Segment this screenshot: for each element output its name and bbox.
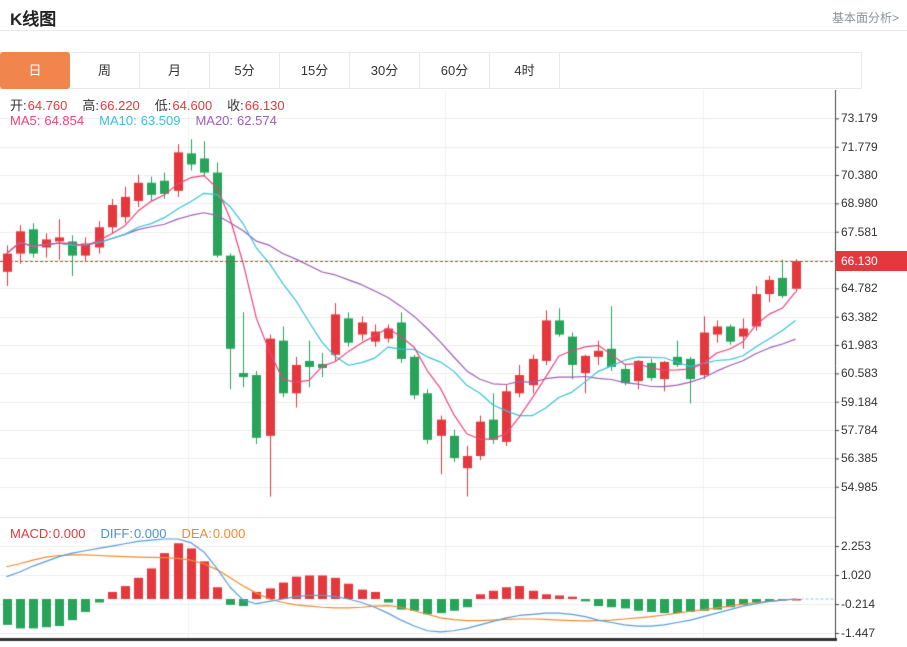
page-title: K线图 xyxy=(10,10,57,29)
tab-15min[interactable]: 15分 xyxy=(280,53,350,88)
tab-60min[interactable]: 60分 xyxy=(420,53,490,88)
tab-day[interactable]: 日 xyxy=(0,52,70,89)
kline-chart: 开:64.760 高:66.220 低:64.600 收:66.130 MA5:… xyxy=(0,90,907,647)
period-tabs: 日 周 月 5分 15分 30分 60分 4时 xyxy=(0,52,862,89)
page-header: K线图 基本面分析> xyxy=(0,0,907,31)
tab-30min[interactable]: 30分 xyxy=(350,53,420,88)
tab-5min[interactable]: 5分 xyxy=(210,53,280,88)
tab-week[interactable]: 周 xyxy=(70,53,140,88)
chart-canvas[interactable] xyxy=(0,90,907,647)
tab-4hour[interactable]: 4时 xyxy=(490,53,560,88)
current-price-badge: 66.130 xyxy=(836,251,907,272)
fundamental-analysis-link[interactable]: 基本面分析> xyxy=(831,11,899,25)
tab-month[interactable]: 月 xyxy=(140,53,210,88)
